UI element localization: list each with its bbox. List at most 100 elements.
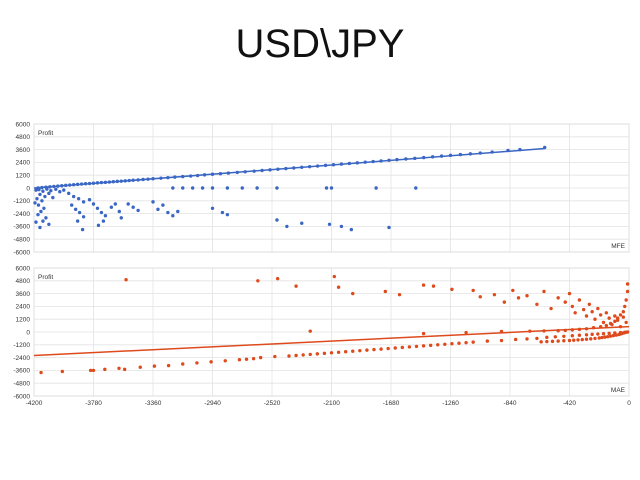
data-point	[604, 323, 609, 328]
data-point	[243, 170, 247, 174]
data-point	[58, 190, 62, 194]
data-point	[294, 353, 298, 358]
data-point	[88, 368, 93, 373]
data-point	[152, 364, 157, 368]
data-point	[71, 194, 76, 199]
data-point	[210, 206, 215, 210]
data-point	[81, 200, 86, 204]
data-point	[458, 152, 463, 157]
data-point	[138, 365, 142, 369]
data-point	[478, 295, 482, 299]
y-tick-label: -6000	[13, 393, 30, 400]
data-point	[383, 289, 388, 294]
data-point	[332, 274, 337, 279]
data-point	[109, 205, 114, 209]
data-point	[81, 215, 86, 219]
x-axis-label: MFE	[611, 243, 625, 250]
data-point	[618, 324, 623, 329]
data-point	[276, 167, 280, 171]
data-point	[131, 178, 135, 182]
data-point	[322, 351, 327, 356]
data-point	[608, 334, 613, 338]
data-point	[226, 171, 231, 175]
data-point	[545, 335, 549, 340]
data-point	[307, 164, 312, 169]
data-point	[173, 175, 177, 179]
data-point	[448, 153, 453, 158]
data-point	[273, 354, 277, 359]
data-point	[516, 296, 521, 300]
y-tick-label: 4800	[16, 278, 31, 285]
data-point	[485, 339, 490, 343]
data-point	[36, 203, 41, 207]
data-point	[181, 186, 185, 190]
data-point	[553, 335, 558, 339]
x-tick-label: -4200	[26, 400, 43, 407]
mae-profit-scatter-chart: 6000 4800 3600 2400 1200 0 -1200 -2400 -3600 -480…	[13, 265, 632, 407]
data-point	[79, 182, 84, 186]
data-point	[443, 342, 447, 346]
data-point	[54, 187, 58, 191]
data-point	[75, 182, 80, 187]
data-point	[363, 160, 367, 164]
data-points	[39, 274, 630, 375]
data-point	[315, 352, 320, 356]
data-point	[490, 150, 494, 154]
data-point	[91, 202, 96, 206]
data-point	[275, 186, 279, 190]
data-point	[159, 176, 163, 180]
y-tick-label: 4800	[16, 134, 31, 141]
y-axis-label: Profit	[38, 274, 53, 281]
data-point	[611, 333, 616, 338]
data-point	[478, 151, 482, 155]
data-point	[73, 207, 78, 212]
data-point	[131, 205, 135, 209]
data-point	[252, 169, 256, 173]
x-tick-label: -3780	[85, 400, 102, 407]
data-point	[598, 313, 603, 317]
data-point	[80, 227, 85, 232]
data-point	[606, 334, 610, 339]
data-point	[625, 282, 630, 286]
data-point	[83, 182, 88, 186]
data-point	[563, 328, 567, 333]
data-point	[563, 300, 567, 304]
data-point	[587, 302, 592, 306]
data-point	[56, 184, 60, 188]
data-point	[119, 179, 123, 183]
data-point	[513, 337, 518, 342]
data-point	[351, 291, 355, 296]
data-point	[166, 363, 171, 368]
data-point	[570, 334, 575, 338]
data-point	[607, 316, 611, 320]
data-point	[349, 227, 354, 232]
data-point	[624, 320, 628, 325]
data-point	[347, 161, 352, 166]
data-point	[268, 168, 272, 172]
data-point	[87, 181, 92, 186]
data-point	[471, 288, 475, 293]
data-point	[339, 224, 344, 229]
data-point	[146, 177, 150, 181]
x-tick-labels: -4200 -3780 -3360 -2940 -2520 -2100 -1680 -1260…	[26, 400, 632, 407]
data-point	[400, 345, 405, 350]
data-point	[202, 173, 207, 177]
x-tick-label: -420	[563, 400, 576, 407]
data-point	[327, 222, 332, 226]
data-point	[119, 216, 123, 220]
y-tick-label: 3600	[16, 291, 31, 298]
mfe-profit-scatter-chart: 6000 4800 3600 2400 1200 0 -1200 -2400 -3600 -480…	[13, 121, 630, 256]
data-point	[123, 179, 127, 183]
x-tick-label: 0	[627, 400, 631, 407]
data-point	[275, 218, 279, 222]
x-tick-label: -840	[503, 400, 516, 407]
data-point	[468, 152, 473, 156]
data-point	[95, 181, 100, 185]
data-point	[64, 183, 68, 188]
data-point	[584, 327, 589, 331]
data-point	[244, 357, 249, 361]
data-point	[240, 186, 244, 190]
data-point	[41, 219, 45, 223]
data-point	[355, 161, 359, 165]
x-axis-label: MAE	[611, 387, 626, 394]
